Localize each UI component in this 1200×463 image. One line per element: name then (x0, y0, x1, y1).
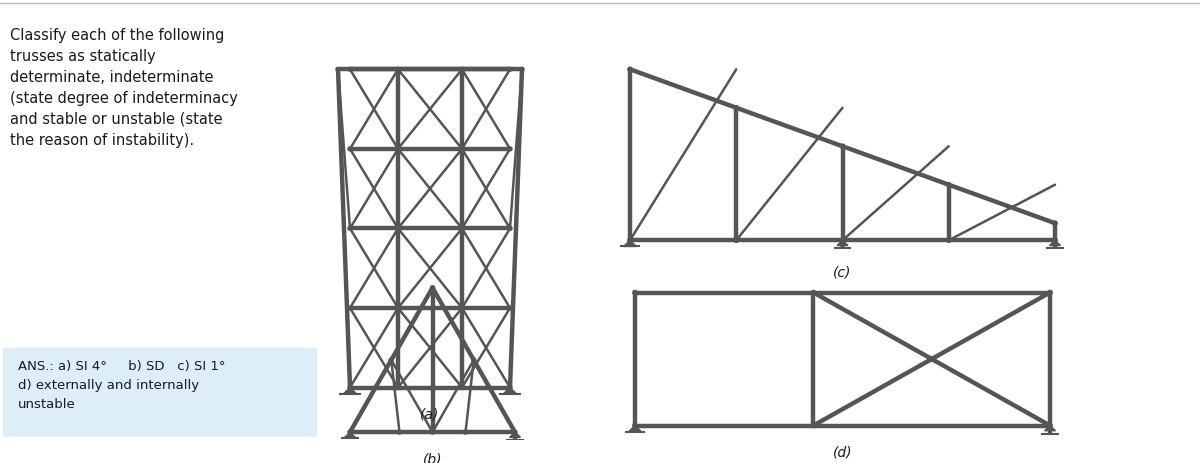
Circle shape (840, 238, 845, 243)
Polygon shape (503, 388, 517, 394)
Polygon shape (1050, 241, 1061, 246)
Polygon shape (838, 241, 848, 246)
Circle shape (472, 358, 475, 362)
FancyBboxPatch shape (4, 348, 317, 437)
Polygon shape (1044, 425, 1056, 431)
Circle shape (514, 430, 517, 434)
Text: (b): (b) (422, 451, 443, 463)
Circle shape (1048, 291, 1052, 295)
Circle shape (348, 68, 352, 72)
Polygon shape (629, 425, 642, 432)
Circle shape (1048, 424, 1052, 428)
Circle shape (508, 386, 512, 389)
Circle shape (811, 424, 816, 428)
Circle shape (628, 68, 632, 72)
Circle shape (930, 357, 934, 361)
Circle shape (389, 358, 394, 362)
Circle shape (840, 145, 845, 149)
Circle shape (508, 227, 512, 231)
Circle shape (508, 68, 512, 72)
Circle shape (460, 148, 464, 151)
Circle shape (947, 183, 950, 188)
Circle shape (348, 307, 352, 310)
Circle shape (811, 291, 816, 295)
Text: ANS.: a) SI 4°     b) SD   c) SI 1°
d) externally and internally
unstable: ANS.: a) SI 4° b) SD c) SI 1° d) externa… (18, 359, 226, 410)
Circle shape (628, 238, 632, 243)
Circle shape (1054, 246, 1056, 249)
Polygon shape (624, 241, 636, 247)
Circle shape (397, 430, 402, 434)
Polygon shape (343, 388, 358, 394)
Circle shape (734, 238, 738, 243)
Circle shape (520, 68, 524, 72)
Text: (c): (c) (833, 264, 852, 278)
Circle shape (460, 227, 464, 231)
Circle shape (336, 68, 340, 72)
Circle shape (348, 386, 352, 389)
Circle shape (348, 148, 352, 151)
Text: Classify each of the following
trusses as statically
determinate, indeterminate
: Classify each of the following trusses a… (10, 27, 238, 147)
Text: (d): (d) (833, 444, 852, 458)
Circle shape (1052, 238, 1057, 243)
Circle shape (947, 238, 950, 243)
Circle shape (396, 386, 400, 389)
Circle shape (508, 307, 512, 310)
Circle shape (632, 424, 637, 428)
Circle shape (514, 438, 516, 440)
Circle shape (632, 291, 637, 295)
Circle shape (734, 106, 738, 111)
Circle shape (841, 246, 844, 249)
Circle shape (348, 227, 352, 231)
Circle shape (1052, 222, 1057, 226)
Circle shape (431, 286, 434, 290)
Circle shape (431, 430, 434, 434)
Polygon shape (344, 432, 356, 438)
Circle shape (396, 148, 400, 151)
Circle shape (348, 430, 352, 434)
Polygon shape (510, 432, 521, 438)
Circle shape (396, 227, 400, 231)
Circle shape (460, 307, 464, 310)
Circle shape (1049, 431, 1051, 434)
Circle shape (508, 148, 512, 151)
Circle shape (463, 430, 468, 434)
Circle shape (396, 307, 400, 310)
Circle shape (460, 68, 464, 72)
Circle shape (460, 386, 464, 389)
Circle shape (396, 68, 400, 72)
Text: (a): (a) (420, 407, 439, 420)
